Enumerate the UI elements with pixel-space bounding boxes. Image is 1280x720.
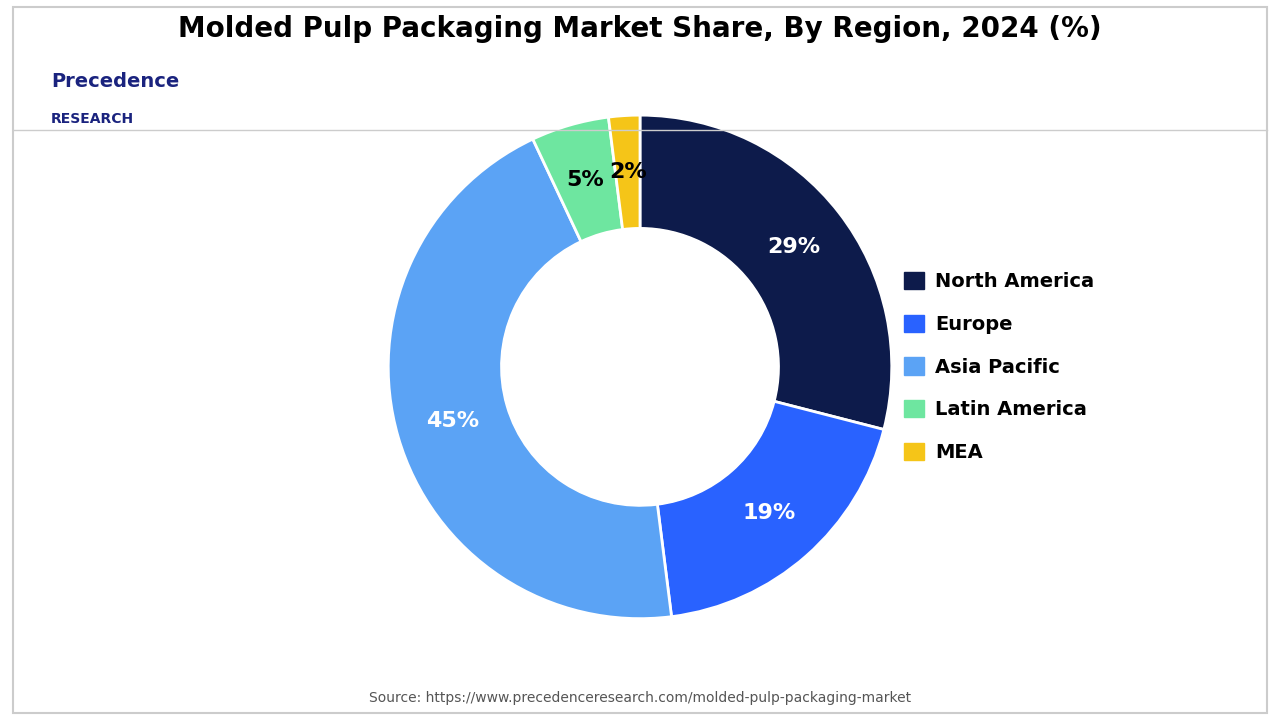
Text: 19%: 19% bbox=[742, 503, 796, 523]
Circle shape bbox=[502, 228, 778, 505]
Wedge shape bbox=[658, 401, 884, 616]
Wedge shape bbox=[608, 115, 640, 230]
Text: 2%: 2% bbox=[609, 162, 646, 182]
Text: Precedence: Precedence bbox=[51, 72, 179, 91]
Wedge shape bbox=[532, 117, 622, 242]
Text: Source: https://www.precedenceresearch.com/molded-pulp-packaging-market: Source: https://www.precedenceresearch.c… bbox=[369, 691, 911, 706]
Text: 45%: 45% bbox=[426, 411, 479, 431]
Wedge shape bbox=[388, 139, 672, 618]
Title: Molded Pulp Packaging Market Share, By Region, 2024 (%): Molded Pulp Packaging Market Share, By R… bbox=[178, 15, 1102, 43]
Wedge shape bbox=[640, 115, 892, 430]
Text: 5%: 5% bbox=[567, 169, 604, 189]
Text: 29%: 29% bbox=[768, 238, 820, 257]
Text: RESEARCH: RESEARCH bbox=[51, 112, 134, 125]
Legend: North America, Europe, Asia Pacific, Latin America, MEA: North America, Europe, Asia Pacific, Lat… bbox=[896, 264, 1102, 469]
